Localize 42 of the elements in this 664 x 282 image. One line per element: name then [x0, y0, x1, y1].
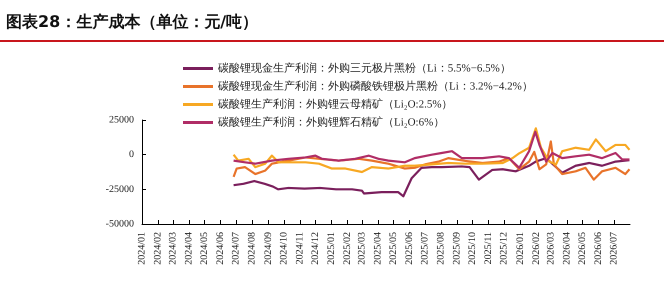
x-tick-label: 2026/06 [592, 232, 604, 265]
x-tick-label: 2025/03 [356, 232, 368, 265]
x-tick-label: 2024/09 [262, 232, 274, 265]
y-tick-label: 0 [129, 149, 134, 160]
x-tick-label: 2026/04 [561, 232, 572, 265]
x-tick-label: 2024/05 [199, 232, 210, 265]
chart-title: 图表28：生产成本（单位：元/吨） [6, 12, 258, 33]
x-tick-label: 2024/03 [168, 232, 179, 265]
x-tick-label: 2025/06 [404, 232, 416, 265]
x-tick-label: 2024/02 [152, 232, 164, 265]
x-tick-label: 2026/07 [608, 232, 620, 265]
x-tick-label: 2025/10 [467, 232, 478, 265]
x-tick-label: 2026/01 [514, 232, 526, 265]
x-tick-label: 2024/11 [294, 232, 306, 264]
x-tick-label: 2024/08 [246, 232, 258, 265]
line-series [232, 140, 631, 181]
x-tick-label: 2025/12 [498, 232, 510, 265]
x-tick-label: 2026/05 [576, 232, 588, 265]
x-tick-label: 2025/01 [326, 232, 337, 265]
y-tick-label: 25000 [109, 114, 134, 126]
legend-label: 碳酸锂生产利润：外购锂辉石精矿（Li₂O:6%） [217, 116, 444, 128]
x-tick-label: 2026/03 [545, 232, 556, 265]
line-series [232, 157, 631, 198]
x-tick-label: 2025/09 [452, 232, 463, 265]
x-tick-label: 2025/04 [372, 232, 384, 265]
legend-label: 碳酸锂现金生产利润：外购磷酸铁锂极片黑粉（Li：3.2%−4.2%） [217, 80, 533, 92]
x-tick-label: 2025/11 [483, 232, 494, 264]
x-tick-label: 2025/02 [342, 232, 353, 265]
y-tick-label: -50000 [106, 218, 134, 230]
x-tick-label: 2024/07 [230, 232, 242, 265]
x-tick-label: 2025/07 [420, 232, 431, 265]
x-tick-label: 2024/12 [310, 232, 321, 265]
legend-label: 碳酸锂现金生产利润：外购三元极片黑粉（Li：5.5%−6.5%） [217, 62, 511, 74]
x-tick-label: 2025/08 [436, 232, 447, 265]
x-tick-label: 2024/04 [184, 232, 195, 265]
x-tick-label: 2026/02 [530, 232, 542, 265]
x-tick-label: 2025/05 [388, 232, 400, 265]
x-tick-label: 2024/10 [278, 232, 290, 265]
legend-label: 碳酸锂生产利润：外购锂云母精矿（Li₂O:2.5%） [217, 98, 453, 110]
x-tick-label: 2024/01 [136, 232, 148, 265]
y-tick-label: -25000 [106, 184, 134, 195]
x-tick-label: 2024/06 [215, 232, 226, 265]
